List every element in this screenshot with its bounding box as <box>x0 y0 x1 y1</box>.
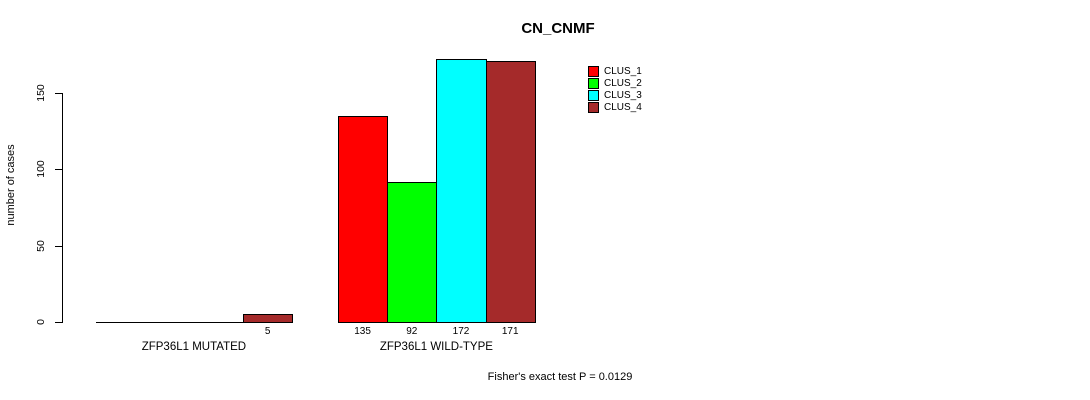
legend-swatch-clus-1 <box>588 65 599 77</box>
legend: CLUS_1 CLUS_2 CLUS_3 CLUS_4 <box>588 65 642 113</box>
y-axis-tick-50 <box>55 245 62 247</box>
bar-clus-1-zfp36l1-wild-type <box>338 116 389 323</box>
legend-swatch-clus-2 <box>588 77 599 89</box>
bar-clus-4-zfp36l1-wild-type <box>485 61 536 323</box>
bar-value-clus-4-zfp36l1-wild-type: 171 <box>501 326 519 337</box>
bar-clus-2-zfp36l1-wild-type <box>387 182 438 323</box>
legend-swatch-clus-4 <box>588 101 599 113</box>
annotation-fisher-test: Fisher's exact test P = 0.0129 <box>487 371 633 383</box>
y-axis-label: number of cases <box>5 144 17 226</box>
bar-clus-3-zfp36l1-wild-type <box>436 59 487 323</box>
y-axis-tick-150 <box>55 92 62 94</box>
bar-clus-4-zfp36l1-mutated <box>243 314 294 323</box>
group-label-zfp36l1-wild-type: ZFP36L1 WILD-TYPE <box>379 341 493 353</box>
legend-item-clus-1: CLUS_1 <box>588 65 642 77</box>
bar-value-clus-4-zfp36l1-mutated: 5 <box>264 326 271 337</box>
bar-value-clus-2-zfp36l1-wild-type: 92 <box>406 326 418 337</box>
chart-title: CN_CNMF <box>521 20 595 37</box>
legend-item-clus-4: CLUS_4 <box>588 101 642 113</box>
group-label-zfp36l1-mutated: ZFP36L1 MUTATED <box>141 341 247 353</box>
legend-label-clus-1: CLUS_1 <box>604 65 642 77</box>
group-baseline-zfp36l1-mutated <box>95 322 294 323</box>
y-axis-tick-100 <box>55 169 62 171</box>
y-axis-tick-label-50: 50 <box>35 239 47 252</box>
legend-item-clus-2: CLUS_2 <box>588 77 642 89</box>
legend-label-clus-3: CLUS_3 <box>604 89 642 101</box>
legend-label-clus-2: CLUS_2 <box>604 77 642 89</box>
legend-item-clus-3: CLUS_3 <box>588 89 642 101</box>
y-axis-line <box>62 92 63 323</box>
legend-label-clus-4: CLUS_4 <box>604 101 642 113</box>
legend-swatch-clus-3 <box>588 89 599 101</box>
y-axis-tick-0 <box>55 322 62 323</box>
y-axis-tick-label-150: 150 <box>35 84 47 102</box>
y-axis-tick-label-100: 100 <box>35 160 47 179</box>
y-axis-tick-label-0: 0 <box>35 319 47 325</box>
bar-value-clus-1-zfp36l1-wild-type: 135 <box>354 326 371 337</box>
bar-value-clus-3-zfp36l1-wild-type: 172 <box>452 326 470 337</box>
